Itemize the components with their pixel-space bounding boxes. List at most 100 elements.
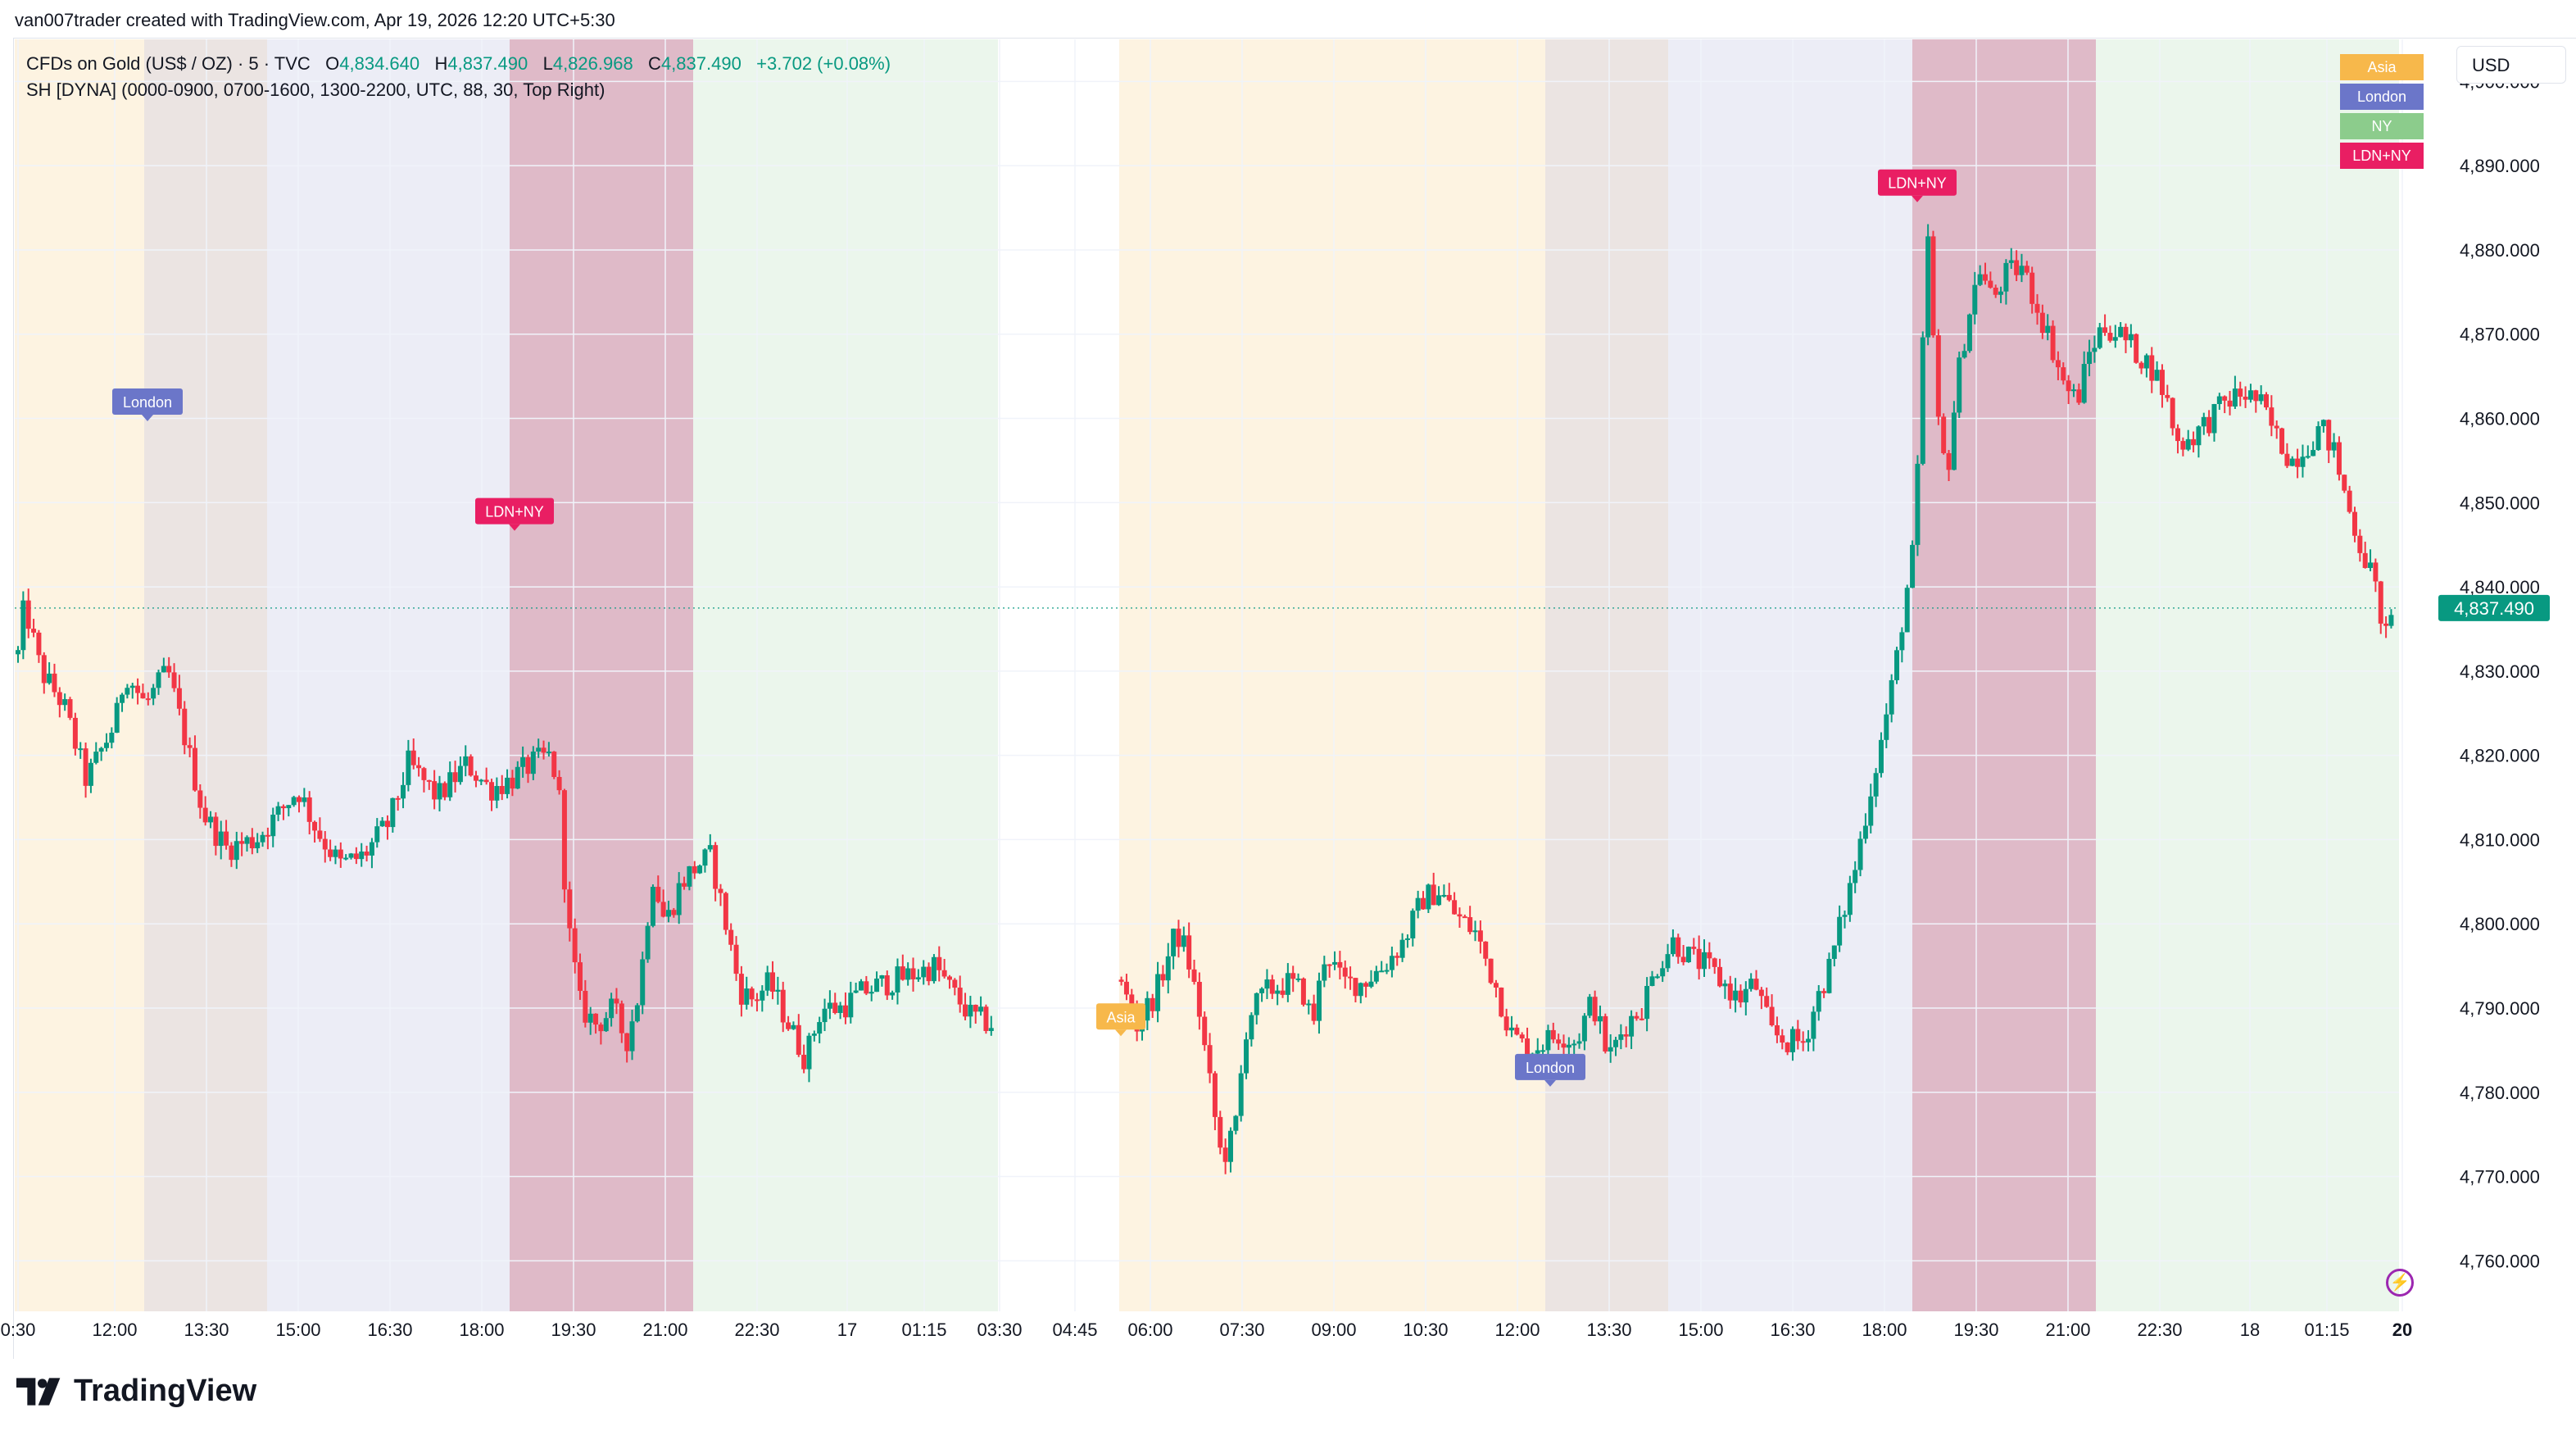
low-value: 4,826.968 — [552, 53, 633, 74]
candle — [583, 979, 588, 1028]
candle — [286, 805, 292, 817]
time-tick-label: 10:30 — [1403, 1320, 1448, 1340]
band-ny — [1668, 39, 1912, 1311]
session-legend-item: London — [2340, 84, 2424, 110]
candle — [390, 797, 396, 833]
candle — [817, 1016, 823, 1043]
time-tick-label: 19:30 — [551, 1320, 596, 1340]
candle — [36, 629, 42, 663]
candle — [2347, 485, 2352, 514]
candle — [426, 779, 432, 790]
candle — [692, 861, 697, 879]
candle — [713, 842, 719, 902]
candle — [457, 756, 463, 785]
candle — [2336, 436, 2342, 481]
candle — [963, 993, 968, 1020]
time-tick-label: 16:30 — [1770, 1320, 1815, 1340]
candle — [718, 884, 723, 906]
candle — [2263, 392, 2269, 411]
candle — [1457, 907, 1463, 929]
price-tick-label: 4,890.000 — [2460, 156, 2540, 176]
grid-lines — [15, 39, 2403, 1311]
candle — [1889, 674, 1894, 723]
candle — [890, 990, 896, 1000]
candle — [1493, 979, 1499, 998]
time-tick-label: 20 — [2392, 1320, 2412, 1340]
candle — [1993, 284, 1998, 298]
candle — [1311, 994, 1317, 1025]
candle — [182, 701, 188, 755]
candle — [2216, 393, 2222, 411]
session-legend-label: London — [2357, 89, 2406, 105]
candle — [1373, 965, 1379, 984]
currency-button[interactable]: USD — [2456, 46, 2566, 84]
candle — [1264, 969, 1270, 1000]
candle — [1941, 413, 1947, 455]
time-tick-label: 21:00 — [2045, 1320, 2090, 1340]
time-axis: 0:30 12:00 13:30 15:00 16:30 18:00 19:30 21:00 2… — [1, 1320, 2413, 1340]
time-tick-label: 13:30 — [1586, 1320, 1631, 1340]
candle — [2180, 437, 2186, 457]
candle — [1358, 982, 1363, 1004]
candle — [1685, 946, 1691, 963]
candle — [1384, 963, 1390, 974]
candle — [868, 985, 874, 1002]
candle — [2034, 293, 2040, 325]
candle — [603, 1011, 609, 1033]
band-asia — [15, 39, 144, 1311]
candle — [2066, 375, 2071, 404]
session-marker: London — [112, 388, 183, 421]
candle — [275, 802, 281, 821]
candle — [322, 831, 328, 863]
candle — [1581, 1013, 1587, 1051]
candle — [1982, 262, 1988, 285]
candle — [775, 976, 781, 1005]
candle — [1780, 1029, 1785, 1050]
symbol-title[interactable]: CFDs on Gold (US$ / OZ) · 5 · TVC — [26, 53, 311, 74]
candle — [1259, 987, 1265, 1002]
candle — [988, 1015, 994, 1036]
candle — [1587, 993, 1593, 1019]
candle — [738, 965, 744, 1017]
candle — [114, 697, 120, 734]
symbol-legend: CFDs on Gold (US$ / OZ) · 5 · TVC O4,834… — [26, 51, 891, 103]
candle — [1118, 976, 1124, 986]
tradingview-logo[interactable]: TradingView — [16, 1374, 256, 1409]
session-marker: LDN+NY — [475, 497, 554, 531]
indicator-title[interactable]: SH [DYNA] (0000-0900, 0700-1600, 1300-22… — [26, 79, 605, 100]
candle — [202, 796, 208, 826]
candle — [1691, 938, 1697, 955]
chart-pane[interactable] — [13, 38, 2576, 1359]
candle — [1977, 265, 1983, 287]
lightning-icon[interactable]: ⚡ — [2386, 1269, 2414, 1297]
candle — [1202, 1011, 1208, 1052]
candle — [1717, 958, 1723, 988]
candle — [1342, 960, 1348, 989]
candle — [468, 754, 474, 777]
candle — [1644, 977, 1650, 1032]
candle — [941, 958, 947, 979]
band-london — [1545, 39, 1668, 1311]
candle — [1774, 1016, 1780, 1043]
candle — [1337, 951, 1343, 980]
candle — [1789, 1026, 1795, 1061]
candle — [682, 876, 687, 890]
candle — [541, 740, 546, 760]
candle — [707, 834, 713, 852]
candle — [260, 831, 265, 847]
candle — [801, 1044, 807, 1074]
candle — [697, 864, 703, 874]
candle — [1503, 1008, 1509, 1037]
candle — [931, 954, 937, 984]
candle — [1831, 945, 1837, 967]
candle — [20, 591, 26, 660]
candle — [1837, 905, 1843, 952]
session-legend: Asia London NY LDN+NY — [2340, 54, 2424, 169]
candle — [1816, 984, 1821, 1021]
candle — [1389, 947, 1395, 978]
time-tick-label: 0:30 — [1, 1320, 36, 1340]
candle — [983, 1004, 989, 1034]
price-tick-label: 4,850.000 — [2460, 493, 2540, 513]
candle — [1514, 1024, 1520, 1036]
